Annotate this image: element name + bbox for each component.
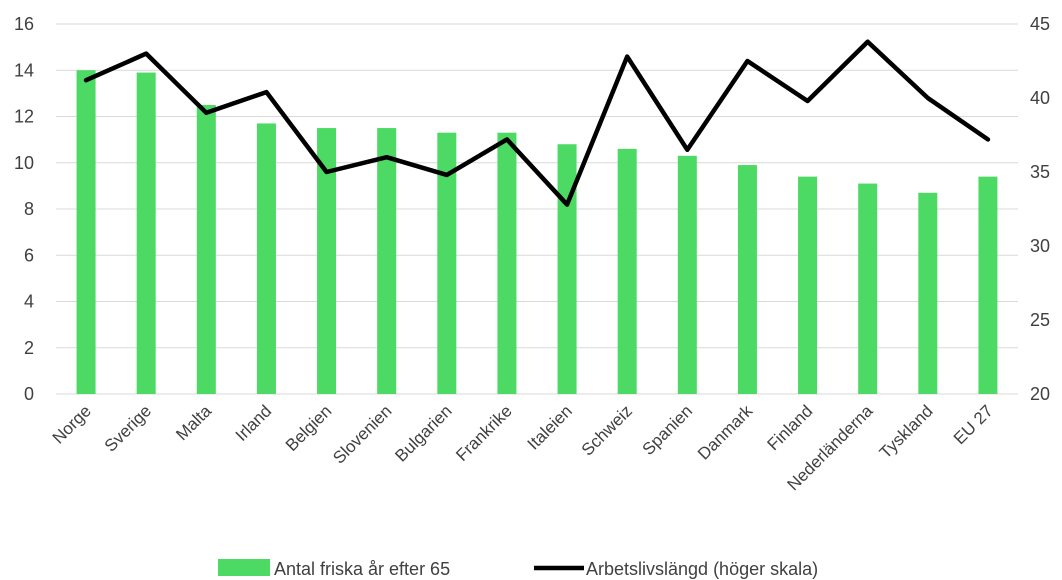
line-point [746,60,748,62]
line-point [265,91,267,93]
line-point [807,100,809,102]
line-point [326,171,328,173]
bar [437,132,457,394]
left-tick-label: 2 [24,338,34,358]
line-point [927,97,929,99]
bar [737,165,757,394]
left-tick-label: 12 [14,107,34,127]
line-point [987,138,989,140]
right-tick-label: 25 [1030,310,1050,330]
bar [497,132,517,394]
right-tick-label: 30 [1030,236,1050,256]
category-labels: Norge Sverige Malta Irland BelgienSlovenienB… [49,401,997,494]
left-tick-label: 6 [24,245,34,265]
bars [76,70,998,394]
line-point [566,204,568,206]
line-point [205,112,207,114]
left-tick-label: 0 [24,384,34,404]
right-tick-label: 40 [1030,88,1050,108]
right-axis-ticks: 20 25 30 35 40 45 [1030,14,1050,404]
bar [196,104,216,394]
bar [918,192,938,394]
legend: Antal friska år efter 65 Arbetslivslängd … [218,559,818,579]
category-label: Italeien [524,401,576,453]
category-label: Sverige [101,401,155,455]
category-label: Danmark [694,401,757,464]
bar [76,70,96,394]
category-label: Frankrike [452,401,516,465]
bar [978,176,998,394]
bar [136,72,156,394]
left-tick-label: 14 [14,60,34,80]
left-tick-label: 16 [14,14,34,34]
category-label: Bulgarien [391,401,455,465]
line-point [446,174,448,176]
line-point [686,149,688,151]
bar [317,128,337,394]
left-tick-label: 10 [14,153,34,173]
bar [798,176,818,394]
line-point [85,79,87,81]
line-point [867,41,869,43]
bar [256,123,276,394]
category-label: Malta [172,401,215,444]
gridlines [56,23,1018,395]
line-point [506,138,508,140]
bar [557,144,577,394]
category-label: Irland [232,401,276,445]
category-label: Tyskland [876,401,937,462]
line-point [626,56,628,58]
line-series [83,39,991,207]
category-label: Slovenien [329,401,395,467]
legend-label-line: Arbetslivslängd (höger skala) [586,559,818,579]
category-label: Schweiz [578,401,636,459]
right-tick-label: 20 [1030,384,1050,404]
category-label: Spanien [639,401,697,459]
legend-label-bars: Antal friska år efter 65 [274,559,450,579]
line-point [386,156,388,158]
category-label: EU 27 [950,401,997,448]
bar [858,183,878,394]
category-label: Belgien [282,401,336,455]
left-tick-label: 4 [24,292,34,312]
category-label: Norge [49,401,95,447]
right-tick-label: 35 [1030,162,1050,182]
category-label: Finland [764,401,817,454]
right-tick-label: 45 [1030,14,1050,34]
bar [377,128,397,394]
series-line [83,39,991,207]
bar [617,148,637,394]
bar [677,155,697,394]
left-axis-ticks: 0 2 4 6 8 10 12 14 16 [14,14,34,404]
line-point [145,53,147,55]
left-tick-label: 8 [24,199,34,219]
legend-swatch-bars [218,559,270,576]
